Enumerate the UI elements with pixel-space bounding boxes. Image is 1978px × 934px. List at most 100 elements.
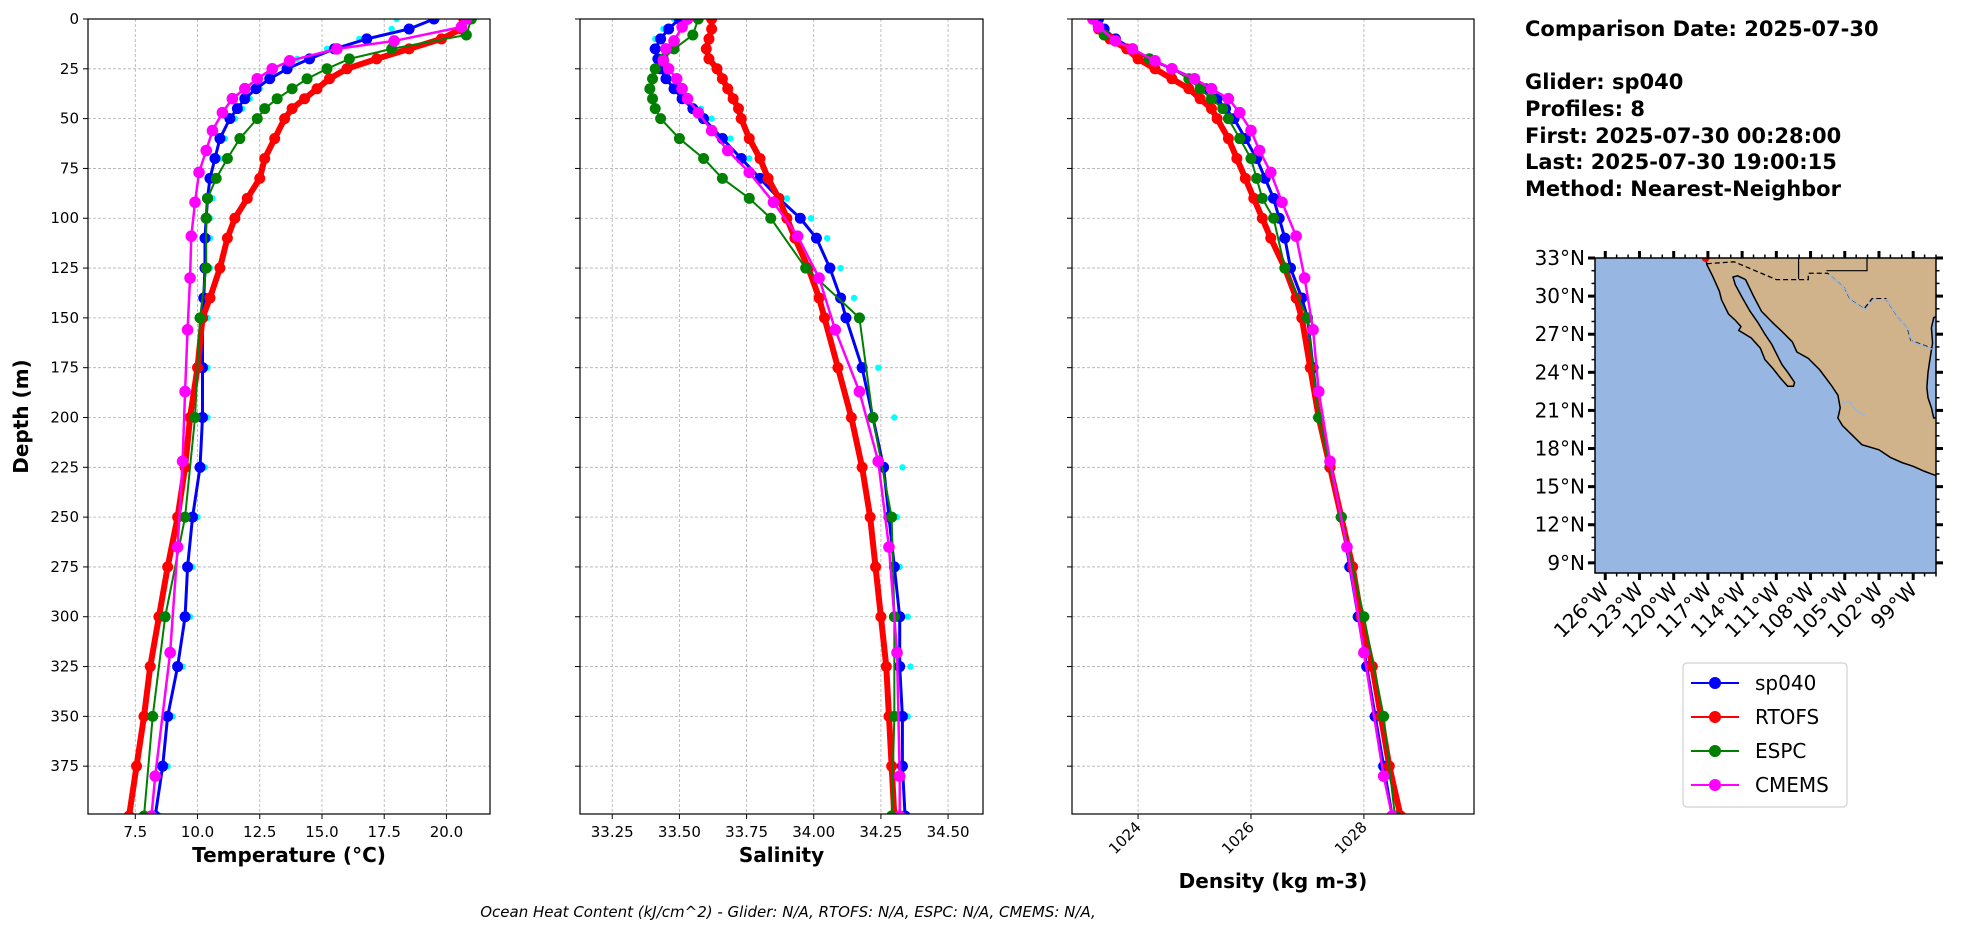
data-point [259,152,271,164]
panel-temperature: 0 25 50 75 100 125 150 175 200 225 250 275 300 325 350… [9,10,491,867]
data-point [823,234,831,242]
data-point [1126,43,1139,55]
data-point [204,292,216,304]
legend-box [1682,662,1848,808]
data-point [1132,53,1144,65]
data-point [185,230,198,242]
data-point [716,172,728,184]
data-point [251,113,263,125]
glider-name: Glider: sp040 [1525,70,1683,94]
data-point [735,113,747,125]
data-point [1268,212,1280,224]
lat-tick-label: 15°N [1535,475,1585,499]
data-point [371,53,383,65]
data-point [1222,92,1235,105]
data-point [853,312,865,324]
data-point [209,152,221,164]
data-point [762,172,774,184]
y-tick-label: 50 [60,110,79,128]
data-point [193,166,205,179]
data-point [810,232,822,244]
data-point [875,364,882,371]
legend-marker [1709,779,1721,791]
series-CMEMS [146,19,473,814]
y-tick-label: 125 [50,259,79,277]
data-point [1231,152,1243,164]
data-point [1358,646,1370,659]
y-tick-label: 150 [50,309,79,327]
data-point [655,113,667,125]
data-point [299,93,311,105]
x-tick-label: 1024 [1105,818,1145,858]
data-point [698,152,710,164]
data-point [269,133,281,145]
x-tick-label: 1028 [1331,818,1371,858]
y-tick-label: 200 [50,408,79,426]
data-point [893,770,906,782]
data-point [883,541,895,553]
data-point [184,272,196,284]
data-point [872,455,885,468]
data-point [286,83,298,95]
data-point [251,72,264,85]
data-point [199,232,211,244]
data-point [727,93,739,105]
data-point [1290,230,1302,242]
data-point [692,19,704,25]
data-point [210,172,222,184]
series-line [143,19,473,814]
data-point [767,196,780,209]
data-point [182,561,194,573]
data-point [800,262,812,274]
data-point [1166,73,1178,85]
axes-frame [1071,18,1475,815]
data-point [1312,385,1325,398]
data-point [716,73,728,85]
data-point [727,135,734,142]
data-point [194,461,206,473]
data-point [703,33,715,45]
data-point [162,710,174,722]
data-point [428,19,440,25]
panel-salinity: 33.25 33.50 33.75 34.00 34.25 34.50 Salinity [575,18,984,867]
profile-panels: 0 25 50 75 100 125 150 175 200 225 250 275 300 325 350… [9,10,1475,893]
data-point [681,92,694,105]
data-point [722,83,734,95]
data-point [1307,324,1319,336]
data-point [706,23,718,35]
data-point [783,195,791,202]
data-point [907,663,914,670]
data-point [172,661,184,673]
data-point [813,292,825,304]
y-tick-label: 100 [50,209,79,227]
series-CMEMS [657,19,906,814]
legend-item-cmems: CMEMS [1691,773,1829,797]
data-point [703,53,715,65]
data-point [832,362,844,374]
data-point [886,511,898,523]
data-point [824,262,836,274]
data-point [1378,710,1390,722]
data-point [1194,83,1206,95]
lat-tick-label: 12°N [1535,513,1585,537]
data-point [1183,83,1195,95]
data-point [649,43,661,55]
data-point [1233,106,1246,119]
data-point [254,172,266,184]
data-point [341,63,353,75]
data-point [835,292,847,304]
x-tick-label: 34.50 [927,823,970,841]
data-point [1265,232,1277,244]
data-point [149,770,162,782]
x-tick-label: 20.0 [430,823,463,841]
x-axis-label: Density (kg m-3) [1179,869,1368,893]
data-point [644,83,656,95]
data-point [754,152,766,164]
data-point [894,810,906,814]
data-point [189,411,201,423]
data-point [649,63,661,75]
data-point [765,212,777,224]
data-point [1239,172,1251,184]
legend-item-rtofs: RTOFS [1691,705,1819,729]
